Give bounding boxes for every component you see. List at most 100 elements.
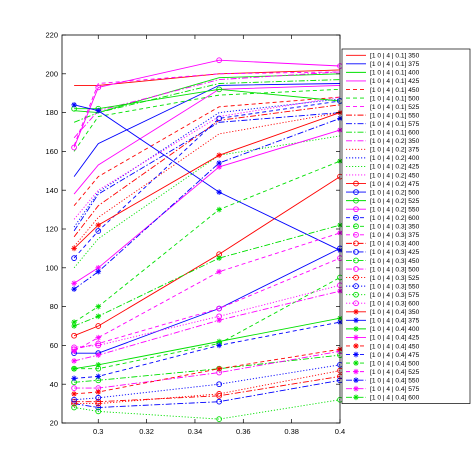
data-point (216, 164, 222, 170)
marker-stroke (353, 318, 359, 323)
series-line (74, 247, 341, 354)
data-point (71, 323, 77, 329)
legend-label: [1 0 | 4 | 0.3] 375 (370, 232, 420, 239)
legend-label: [1 0 | 4 | 0.1] 550 (370, 112, 420, 119)
series-line (74, 69, 341, 86)
legend-item: [1 0 | 4 | 0.3] 600 (346, 300, 420, 308)
data-point (95, 394, 102, 401)
legend-label: [1 0 | 4 | 0.2] 450 (370, 172, 420, 179)
legend-item: [1 0 | 4 | 0.3] 575 (346, 291, 420, 299)
series-7 (73, 71, 341, 146)
legend-label: [1 0 | 4 | 0.4] 425 (370, 335, 420, 342)
legend-marker (353, 189, 359, 195)
legend-label: [1 0 | 4 | 0.2] 500 (370, 189, 420, 196)
legend-item: [1 0 | 4 | 0.2] 550 (346, 206, 420, 213)
data-point (71, 280, 77, 287)
data-point (71, 348, 77, 355)
data-point (216, 86, 222, 93)
legend-marker (353, 360, 359, 366)
marker-stroke (71, 391, 77, 397)
legend-item: [1 0 | 4 | 0.3] 350 (346, 223, 420, 231)
series-line (74, 317, 341, 370)
marker-stroke (71, 348, 77, 354)
marker-stroke (216, 153, 222, 158)
legend-item: [1 0 | 4 | 0.4] 350 (346, 308, 420, 316)
series-line (73, 100, 341, 259)
marker-stroke (216, 164, 222, 170)
legend-label: [1 0 | 4 | 0.2] 600 (370, 215, 420, 222)
marker-stroke (353, 386, 359, 392)
legend-marker (353, 240, 359, 247)
legend-label: [1 0 | 4 | 0.2] 550 (370, 206, 420, 213)
series-14 (73, 135, 341, 269)
legend-label: [1 0 | 4 | 0.3] 550 (370, 283, 420, 290)
legend-label: [1 0 | 4 | 0.4] 475 (370, 352, 420, 359)
legend-item: [1 0 | 4 | 0.1] 500 (346, 95, 420, 102)
data-point (95, 228, 102, 234)
series-line (73, 71, 341, 139)
legend-label: [1 0 | 4 | 0.1] 500 (370, 95, 420, 102)
legend-label: [1 0 | 4 | 0.1] 375 (370, 61, 420, 68)
data-point (71, 102, 77, 108)
marker-stroke (216, 317, 222, 323)
legend-item: [1 0 | 4 | 0.4] 375 (346, 317, 420, 325)
series-line (73, 117, 341, 290)
legend-label: [1 0 | 4 | 0.4] 375 (370, 318, 420, 325)
marker-stroke (353, 309, 359, 315)
legend-label: [1 0 | 4 | 0.4] 500 (370, 360, 420, 367)
series-line (73, 290, 341, 362)
marker-stroke (71, 323, 77, 329)
marker-stroke (95, 362, 101, 368)
legend-label: [1 0 | 4 | 0.3] 425 (370, 249, 420, 256)
series-9 (73, 112, 341, 232)
legend-label: [1 0 | 4 | 0.4] 350 (370, 309, 420, 316)
y-tick-label: 20 (50, 419, 58, 428)
marker-stroke (95, 335, 101, 340)
legend-item: [1 0 | 4 | 0.3] 525 (346, 274, 420, 282)
legend-item: [1 0 | 4 | 0.1] 450 (346, 87, 420, 94)
data-point (95, 303, 102, 310)
marker-stroke (95, 222, 101, 228)
marker-stroke (71, 281, 77, 286)
marker-stroke (95, 374, 101, 379)
marker-stroke (353, 377, 359, 383)
series-4 (73, 84, 341, 195)
series-line (74, 379, 341, 408)
series-12 (73, 112, 341, 247)
legend-item: [1 0 | 4 | 0.2] 525 (346, 197, 420, 205)
y-tick-label: 40 (50, 380, 58, 389)
series-line (73, 88, 341, 152)
data-point (216, 317, 222, 323)
legend-item: [1 0 | 4 | 0.3] 425 (346, 249, 420, 256)
data-point (95, 340, 102, 347)
plot-series (71, 57, 343, 422)
series-11 (73, 71, 341, 139)
legend-marker (353, 377, 359, 383)
marker-stroke (71, 366, 77, 371)
legend-marker (353, 334, 359, 341)
data-point (95, 84, 102, 91)
legend-label: [1 0 | 4 | 0.3] 350 (370, 224, 420, 231)
data-point (95, 323, 102, 329)
y-tick-label: 140 (45, 186, 58, 195)
legend-label: [1 0 | 4 | 0.1] 600 (370, 130, 420, 137)
y-tick-label: 220 (45, 31, 58, 40)
series-1 (74, 69, 341, 86)
legend-label: [1 0 | 4 | 0.1] 575 (370, 121, 420, 128)
marker-stroke (71, 286, 77, 292)
legend-item: [1 0 | 4 | 0.1] 350 (346, 53, 420, 60)
legend-marker (353, 249, 359, 255)
data-point (95, 222, 102, 228)
legend-item: [1 0 | 4 | 0.4] 400 (346, 326, 420, 333)
legend-item: [1 0 | 4 | 0.2] 425 (346, 164, 420, 171)
legend-label: [1 0 | 4 | 0.3] 575 (370, 292, 420, 299)
marker-stroke (216, 339, 222, 344)
x-tick-label: 0.4 (335, 427, 345, 436)
data-point (71, 396, 77, 403)
legend-marker (353, 317, 359, 324)
legend-label: [1 0 | 4 | 0.3] 400 (370, 241, 420, 248)
marker-stroke (353, 394, 359, 400)
legend-label: [1 0 | 4 | 0.3] 600 (370, 301, 420, 308)
series-line (74, 277, 341, 370)
legend-marker (353, 257, 359, 264)
